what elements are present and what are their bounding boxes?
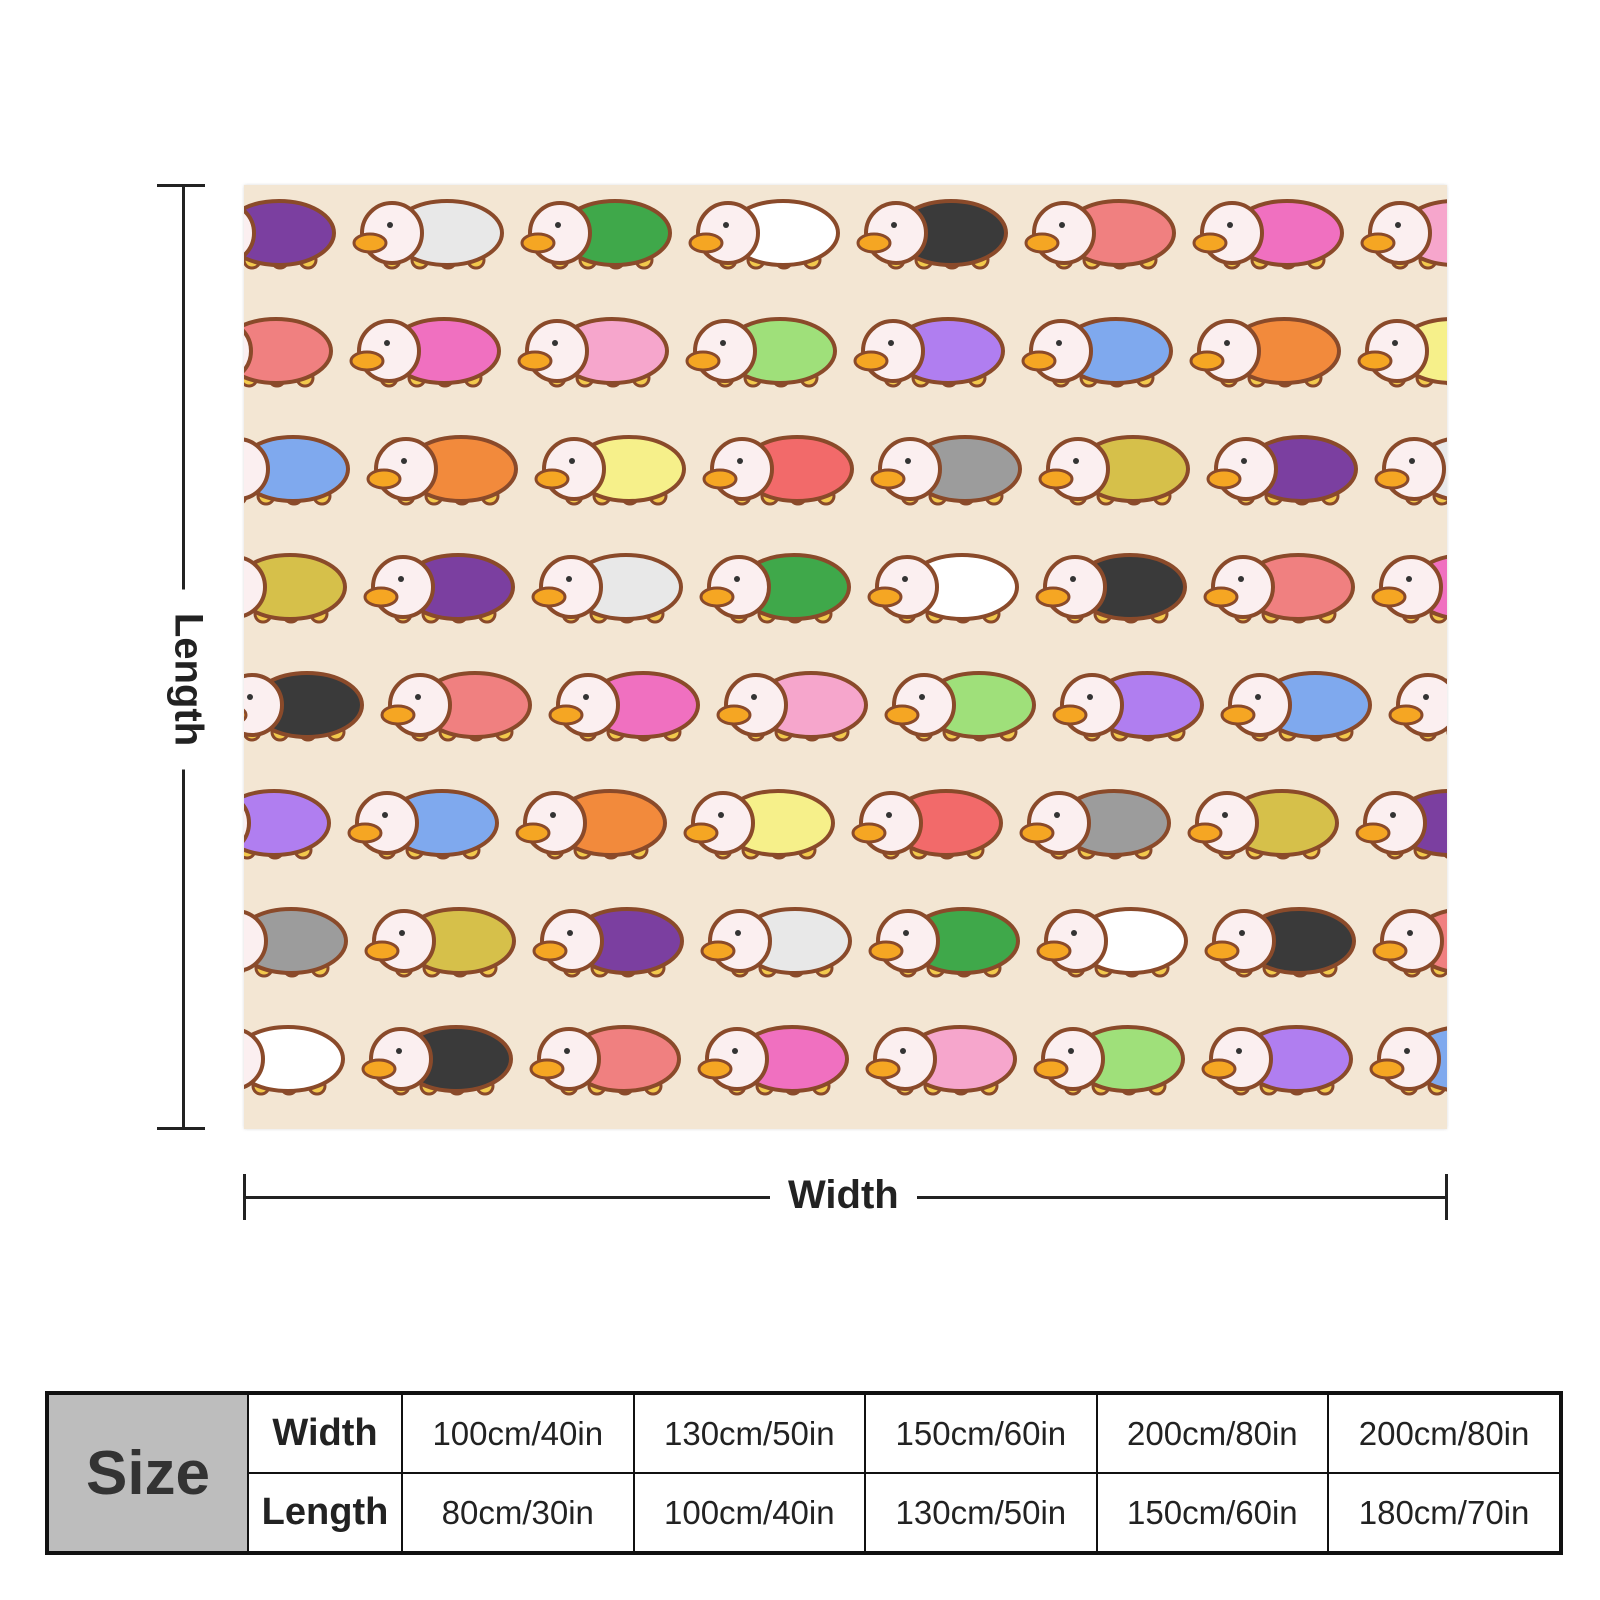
width-cell: 130cm/50in [632, 1392, 867, 1474]
width-left-cap [243, 1174, 246, 1220]
creature-motif [1204, 907, 1356, 978]
creature-motif [1357, 317, 1447, 388]
creature-motif [349, 317, 501, 388]
length-cell: 150cm/60in [1095, 1472, 1330, 1554]
creature-motif [1021, 317, 1173, 388]
length-cell: 130cm/50in [864, 1472, 1098, 1554]
creature-motif [364, 907, 516, 978]
creature-motif [366, 435, 518, 506]
width-cell: 150cm/60in [864, 1392, 1098, 1474]
creature-motif [1203, 553, 1355, 624]
creature-motif [700, 907, 852, 978]
creature-motif [1369, 1026, 1447, 1096]
creature-motif [352, 199, 504, 270]
creature-motif [683, 789, 835, 860]
creature-motif [1038, 435, 1190, 506]
creature-motif [1019, 789, 1171, 860]
creature-motif [244, 907, 348, 978]
creature-motif [865, 1025, 1017, 1096]
width-cell: 100cm/40in [401, 1392, 635, 1474]
creature-motif [1024, 199, 1176, 270]
creature-motif [363, 553, 515, 624]
creature-motif [853, 317, 1005, 388]
size-header: Size [46, 1392, 249, 1554]
creature-motif [361, 1025, 513, 1096]
creature-motif [520, 199, 672, 270]
creature-motif [531, 553, 683, 624]
creature-motif [1355, 789, 1447, 860]
width-label: Width [770, 1173, 917, 1218]
creature-motif [347, 789, 499, 860]
creature-motif [1360, 199, 1447, 270]
creature-motif [244, 317, 333, 388]
creature-motif [870, 435, 1022, 506]
creature-motif [244, 671, 364, 742]
creature-motif [716, 671, 868, 742]
creature-motif [244, 553, 347, 624]
width-cell: 200cm/80in [1327, 1392, 1562, 1474]
length-row: Length 80cm/30in 100cm/40in 130cm/50in 1… [47, 1472, 1562, 1554]
length-top-cap [157, 184, 205, 187]
creature-motif [515, 789, 667, 860]
creature-motif [517, 317, 669, 388]
creature-motif [868, 907, 1020, 978]
size-table: Size Width 100cm/40in 130cm/50in 150cm/6… [45, 1391, 1563, 1555]
creature-motif [856, 199, 1008, 270]
creature-motif [1201, 1025, 1353, 1096]
creature-motif [697, 1025, 849, 1096]
width-row: Size Width 100cm/40in 130cm/50in 150cm/6… [46, 1392, 1562, 1554]
length-label: Length [165, 589, 211, 770]
blanket-product-image [244, 185, 1447, 1129]
creature-motif [685, 317, 837, 388]
creature-motif [1206, 435, 1358, 506]
length-cell: 180cm/70in [1327, 1472, 1562, 1554]
creature-motif [1189, 317, 1341, 388]
creature-motif [851, 789, 1003, 860]
creature-motif [532, 907, 684, 978]
creature-motif [1220, 671, 1372, 742]
creature-motif [884, 671, 1036, 742]
creature-motif [1371, 554, 1447, 624]
length-bottom-cap [157, 1127, 205, 1130]
creature-motif [867, 553, 1019, 624]
creature-pattern [244, 199, 1447, 1096]
creature-motif [1372, 909, 1447, 978]
creature-motif [1192, 199, 1344, 270]
creature-motif [1374, 437, 1447, 506]
length-cell: 80cm/30in [401, 1472, 635, 1554]
creature-motif [244, 789, 331, 860]
creature-motif [1036, 907, 1188, 978]
creature-motif [1052, 671, 1204, 742]
creature-motif [548, 671, 700, 742]
creature-motif [1388, 673, 1447, 742]
creature-motif [1033, 1025, 1185, 1096]
creature-motif [699, 553, 851, 624]
width-cell: 200cm/80in [1095, 1392, 1330, 1474]
creature-motif [244, 199, 336, 270]
creature-motif [244, 435, 350, 506]
length-header: Length [247, 1472, 403, 1554]
creature-motif [244, 1025, 345, 1096]
length-cell: 100cm/40in [632, 1472, 867, 1554]
creature-motif [380, 671, 532, 742]
creature-motif [534, 435, 686, 506]
creature-motif [529, 1025, 681, 1096]
creature-motif [1035, 553, 1187, 624]
creature-motif [688, 199, 840, 270]
creature-motif [1187, 789, 1339, 860]
width-right-cap [1445, 1174, 1448, 1220]
creature-motif [702, 435, 854, 506]
width-header: Width [247, 1392, 403, 1474]
